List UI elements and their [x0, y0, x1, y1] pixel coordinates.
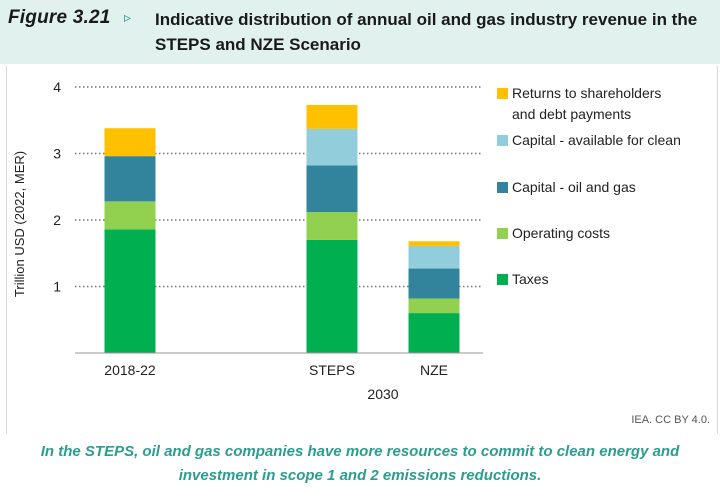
figure-header: Figure 3.21 ▹ Indicative distribution of…	[0, 0, 720, 64]
legend-label: Taxes	[512, 271, 549, 287]
bar-segment	[104, 229, 156, 353]
figure-arrow-icon: ▹	[124, 9, 132, 25]
bar-segment	[408, 313, 460, 353]
y-tick-label: 3	[53, 146, 61, 162]
bar-segment	[104, 128, 156, 157]
legend-swatch	[497, 182, 508, 193]
legend-swatch	[497, 274, 508, 285]
y-tick-label: 2	[53, 212, 61, 228]
bar-segment	[104, 156, 156, 202]
axes: 1 2 3 4 Trillion USD (2022, MER) 2018-22 STEPS…	[12, 79, 483, 402]
figure-title: Indicative distribution of annual oil an…	[155, 10, 698, 54]
y-tick-label: 4	[53, 79, 61, 95]
bar-segment	[306, 165, 358, 213]
legend: Returns to shareholders and debt payments…	[497, 85, 681, 287]
legend-label: Capital - available for clean	[512, 132, 681, 148]
x-group-label: 2030	[367, 386, 398, 402]
bar-segment	[104, 201, 156, 230]
source-credit: IEA. CC BY 4.0.	[631, 414, 710, 426]
x-tick-label: NZE	[420, 362, 448, 378]
bar-segment	[306, 212, 358, 240]
bar-segment	[408, 245, 460, 269]
legend-label: Returns to shareholders and debt payments	[512, 85, 661, 122]
figure-number: Figure 3.21	[8, 7, 111, 28]
bar-segment	[306, 128, 358, 166]
x-tick-label: STEPS	[309, 362, 355, 378]
figure-caption: In the STEPS, oil and gas companies have…	[40, 443, 680, 484]
legend-label: Operating costs	[512, 225, 610, 241]
bar-segment	[408, 298, 460, 314]
y-tick-label: 1	[53, 279, 61, 295]
bars	[104, 104, 460, 353]
legend-label: Capital - oil and gas	[512, 179, 636, 195]
bar-segment	[306, 239, 358, 353]
bar-segment	[306, 104, 358, 129]
y-axis-title: Trillion USD (2022, MER)	[12, 151, 27, 297]
legend-swatch	[497, 88, 508, 99]
stacked-bar-chart: 1 2 3 4 Trillion USD (2022, MER) 2018-22 STEPS…	[12, 79, 681, 402]
legend-swatch	[497, 135, 508, 146]
bar-segment	[408, 241, 460, 246]
x-tick-label: 2018-22	[104, 362, 156, 378]
chart-panel: 1 2 3 4 Trillion USD (2022, MER) 2018-22 STEPS…	[6, 66, 718, 434]
legend-swatch	[497, 228, 508, 239]
bar-segment	[408, 268, 460, 299]
